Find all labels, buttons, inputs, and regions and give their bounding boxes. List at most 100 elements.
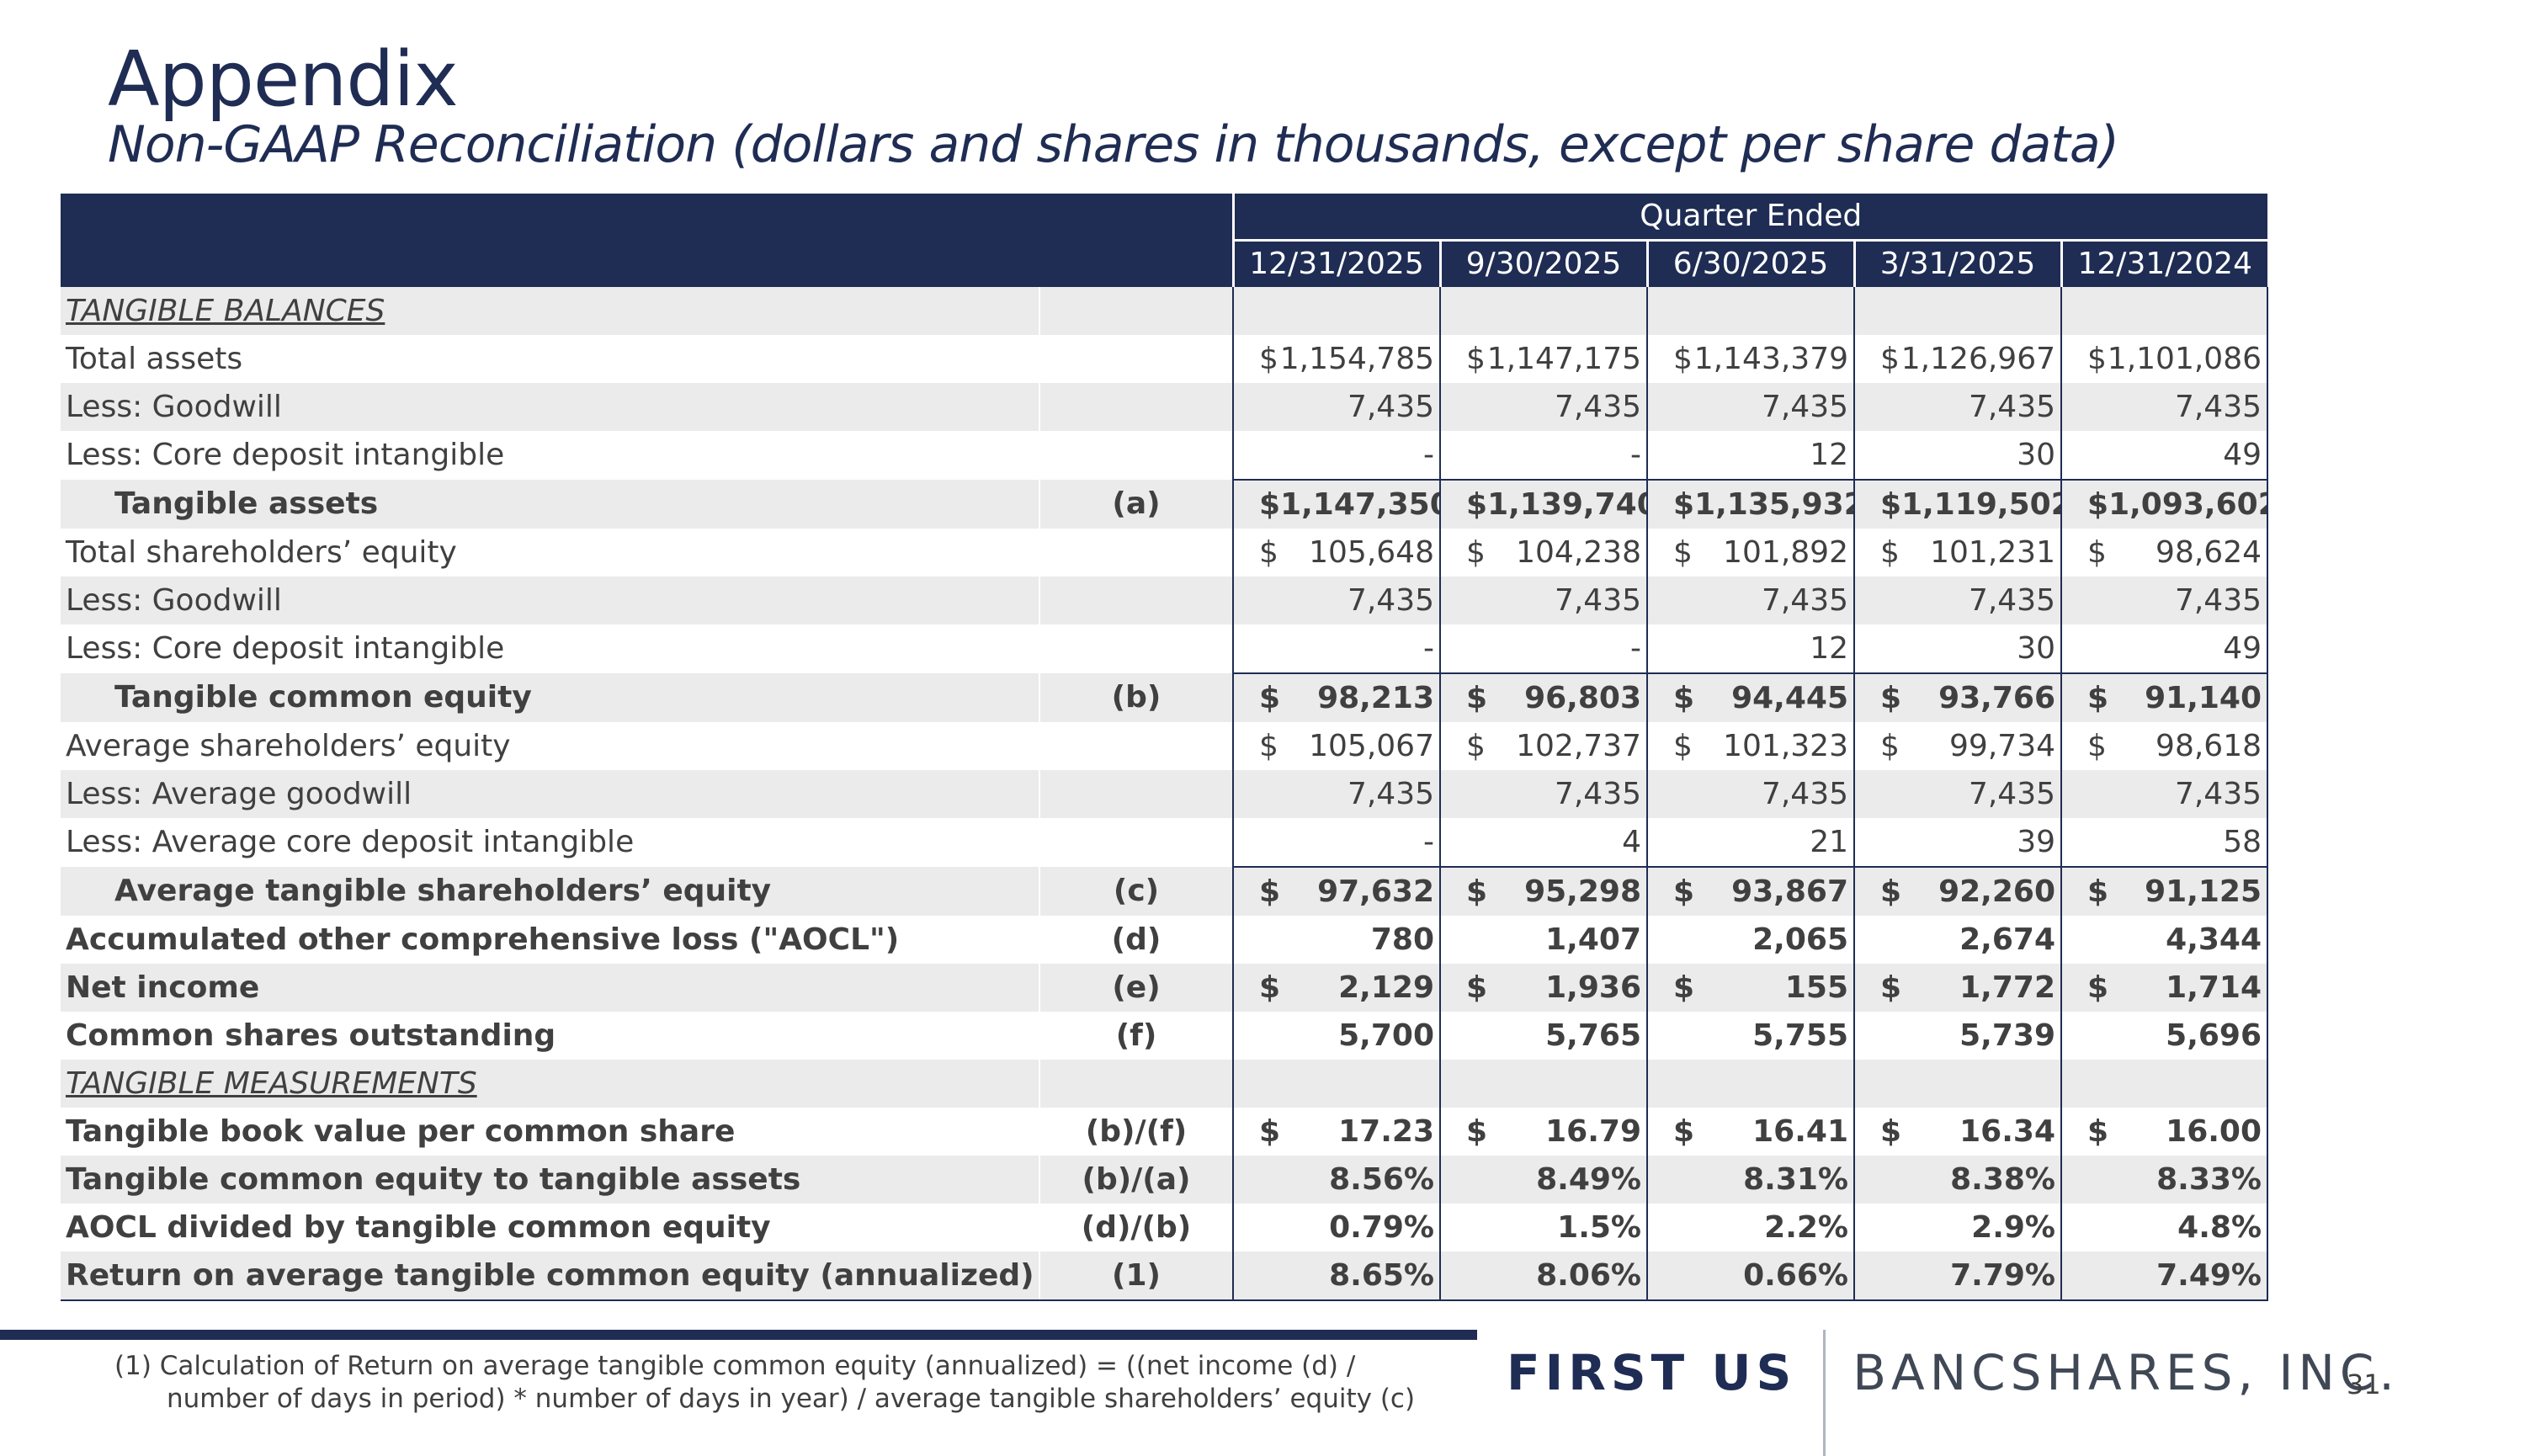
currency-symbol: $ (1259, 680, 1281, 715)
slide-title: Appendix (108, 35, 459, 124)
value-cell: $1,714 (2061, 964, 2269, 1012)
value-cell: $97,632 (1233, 866, 1441, 916)
table-row: AOCL divided by tangible common equity (d… (61, 1204, 2269, 1251)
value-cell (1440, 287, 1648, 335)
value-number: 93,867 (1731, 874, 1848, 909)
row-label: Total assets (61, 335, 1040, 383)
value-cell: 8.38% (1854, 1156, 2062, 1204)
value-cell: 0.66% (1647, 1251, 1855, 1301)
value-cell: $16.34 (1854, 1108, 2062, 1156)
value-cell: 2.9% (1854, 1204, 2062, 1251)
value-number: 97,632 (1317, 874, 1434, 909)
currency-symbol: $ (1466, 680, 1488, 715)
currency-symbol: $ (1259, 534, 1278, 570)
value-cell: $105,648 (1233, 529, 1441, 577)
logo-first-us: FIRST US (1507, 1344, 1797, 1402)
value-number: 8.33% (2156, 1161, 2262, 1197)
value-number: 5,739 (1959, 1018, 2055, 1053)
value-cell: $1,147,350 (1233, 479, 1441, 529)
value-cell: 7,435 (1854, 770, 2062, 818)
currency-symbol: $ (2087, 970, 2109, 1005)
currency-symbol: $ (1259, 970, 1281, 1005)
value-number: 1,772 (1959, 970, 2055, 1005)
value-cell: 2,065 (1647, 916, 1855, 964)
table-row: Tangible common equity (b) $98,213 $96,803 $… (61, 672, 2269, 722)
value-cell: 12 (1647, 431, 1855, 480)
value-number: 1,147,175 (1486, 341, 1641, 376)
currency-symbol: $ (1259, 341, 1278, 376)
value-cell (1854, 1060, 2062, 1108)
value-number: 780 (1370, 922, 1434, 957)
row-reference (1039, 577, 1234, 624)
value-number: 49 (2223, 437, 2262, 472)
row-label: Tangible common equity to tangible asset… (61, 1156, 1040, 1204)
value-number: 5,755 (1752, 1018, 1848, 1053)
value-number: 94,445 (1731, 680, 1848, 715)
table-row: TANGIBLE MEASUREMENTS (61, 1060, 2269, 1108)
value-cell: $101,323 (1647, 722, 1855, 770)
row-reference (1039, 722, 1234, 770)
footnote-line-2: number of days in period) * number of da… (167, 1383, 1416, 1414)
currency-symbol: $ (1880, 1113, 1902, 1149)
table-row: Average shareholders’ equity $105,067 $102… (61, 722, 2269, 770)
value-cell: $93,766 (1854, 672, 2062, 722)
currency-symbol: $ (2087, 874, 2109, 909)
value-number: 12 (1810, 437, 1848, 472)
value-number: 102,737 (1516, 728, 1641, 763)
header-blank-ref (1039, 194, 1233, 287)
value-number: 101,231 (1930, 534, 2055, 570)
value-number: 1,101,086 (2107, 341, 2262, 376)
value-cell: $99,734 (1854, 722, 2062, 770)
currency-symbol: $ (1673, 341, 1693, 376)
row-reference: (d)/(b) (1039, 1204, 1234, 1251)
value-number: 101,323 (1723, 728, 1848, 763)
value-number: 1,147,350 (1280, 486, 1440, 522)
table-row: Less: Core deposit intangible - - 12 30 49 (61, 624, 2269, 673)
value-number: 16.34 (1959, 1113, 2055, 1149)
value-cell: $1,101,086 (2061, 335, 2269, 383)
value-cell: 7,435 (1440, 770, 1648, 818)
value-cell (1440, 1060, 1648, 1108)
table-row: Tangible common equity to tangible asset… (61, 1156, 2269, 1204)
value-cell: 4 (1440, 818, 1648, 867)
value-cell: 21 (1647, 818, 1855, 867)
value-number: 4,344 (2166, 922, 2262, 957)
row-reference: (b) (1039, 673, 1234, 722)
value-cell: 58 (2061, 818, 2269, 867)
value-cell: 780 (1233, 916, 1441, 964)
table-row: Common shares outstanding (f) 5,700 5,765 5,… (61, 1012, 2269, 1060)
value-number: 30 (2017, 437, 2055, 472)
row-label: Common shares outstanding (61, 1012, 1040, 1060)
value-cell: 7,435 (1647, 577, 1855, 624)
value-cell: $101,892 (1647, 529, 1855, 577)
value-number: 0.66% (1743, 1257, 1848, 1293)
currency-symbol: $ (1466, 874, 1488, 909)
row-label: Less: Core deposit intangible (61, 624, 1040, 673)
currency-symbol: $ (1673, 970, 1695, 1005)
value-number: 5,765 (1545, 1018, 1641, 1053)
value-number: 7,435 (1761, 582, 1848, 618)
footnote-line-1: (1) Calculation of Return on average tan… (114, 1351, 1356, 1381)
value-number: 98,618 (2156, 728, 2262, 763)
row-reference: (b)/(a) (1039, 1156, 1234, 1204)
value-cell: 7,435 (1854, 577, 2062, 624)
value-cell: $93,867 (1647, 866, 1855, 916)
value-number: 2.9% (1971, 1209, 2055, 1245)
value-number: 99,734 (1949, 728, 2055, 763)
currency-symbol: $ (1880, 728, 1900, 763)
value-cell (1647, 287, 1855, 335)
value-cell: 8.06% (1440, 1251, 1648, 1301)
value-number: 39 (2017, 824, 2055, 859)
value-cell: 30 (1854, 624, 2062, 673)
currency-symbol: $ (2087, 728, 2107, 763)
value-number: 8.31% (1743, 1161, 1848, 1197)
currency-symbol: $ (2087, 680, 2109, 715)
value-cell: 7,435 (1233, 383, 1441, 431)
value-cell: 5,755 (1647, 1012, 1855, 1060)
value-cell: $1,936 (1440, 964, 1648, 1012)
row-reference (1039, 287, 1234, 335)
row-label: Less: Average core deposit intangible (61, 818, 1040, 867)
value-cell: 1,407 (1440, 916, 1648, 964)
value-cell: $95,298 (1440, 866, 1648, 916)
value-number: 91,140 (2145, 680, 2262, 715)
